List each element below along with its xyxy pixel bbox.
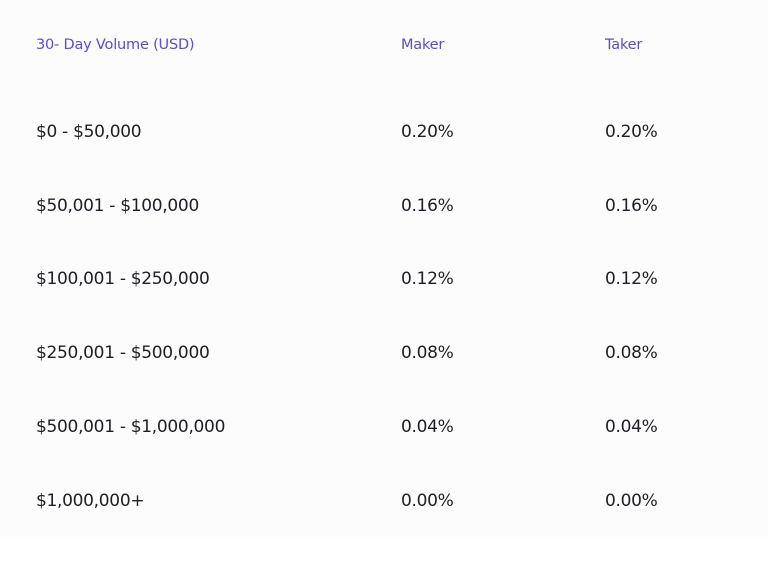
taker-fee-cell: 0.16%	[605, 196, 658, 216]
header-taker: Taker	[605, 37, 643, 53]
table-row: $1,000,000+ 0.00% 0.00%	[0, 489, 768, 513]
header-maker: Maker	[401, 37, 445, 53]
maker-fee-cell: 0.08%	[401, 343, 454, 363]
table-row: $100,001 - $250,000 0.12% 0.12%	[0, 267, 768, 291]
maker-fee-cell: 0.12%	[401, 269, 454, 289]
table-row: $250,001 - $500,000 0.08% 0.08%	[0, 341, 768, 365]
maker-fee-cell: 0.00%	[401, 491, 454, 511]
taker-fee-cell: 0.00%	[605, 491, 658, 511]
maker-fee-cell: 0.04%	[401, 417, 454, 437]
volume-cell: $1,000,000+	[36, 491, 145, 511]
maker-fee-cell: 0.16%	[401, 196, 454, 216]
table-row: $0 - $50,000 0.20% 0.20%	[0, 120, 768, 144]
volume-cell: $0 - $50,000	[36, 122, 142, 142]
table-row: $500,001 - $1,000,000 0.04% 0.04%	[0, 415, 768, 439]
header-volume: 30- Day Volume (USD)	[36, 37, 195, 53]
taker-fee-cell: 0.12%	[605, 269, 658, 289]
volume-cell: $50,001 - $100,000	[36, 196, 199, 216]
taker-fee-cell: 0.04%	[605, 417, 658, 437]
taker-fee-cell: 0.08%	[605, 343, 658, 363]
volume-cell: $100,001 - $250,000	[36, 269, 210, 289]
maker-fee-cell: 0.20%	[401, 122, 454, 142]
taker-fee-cell: 0.20%	[605, 122, 658, 142]
volume-cell: $500,001 - $1,000,000	[36, 417, 226, 437]
volume-cell: $250,001 - $500,000	[36, 343, 210, 363]
table-row: $50,001 - $100,000 0.16% 0.16%	[0, 194, 768, 218]
table-header-row: 30- Day Volume (USD) Maker Taker	[0, 33, 768, 57]
fee-schedule-panel: 30- Day Volume (USD) Maker Taker $0 - $5…	[0, 33, 768, 513]
